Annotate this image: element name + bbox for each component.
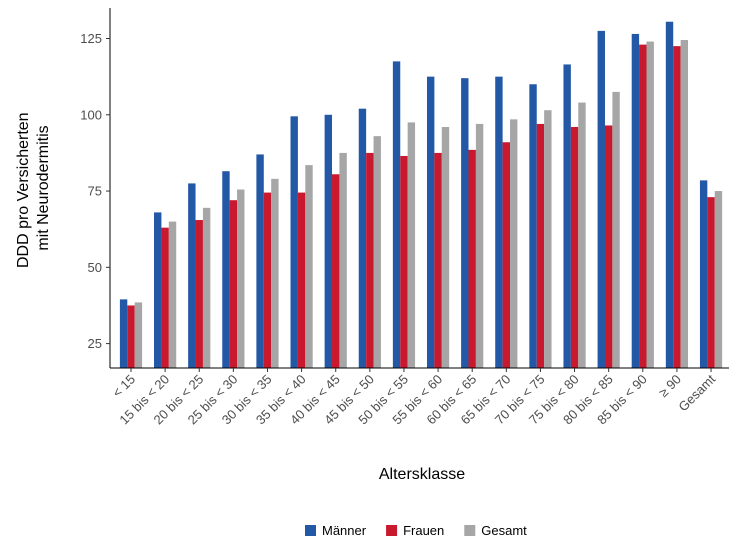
bar-gesamt-17 — [714, 191, 723, 368]
bar-gesamt-12 — [544, 110, 552, 368]
x-tick-label: < 15 — [109, 372, 138, 401]
bar-frauen-10 — [468, 149, 476, 368]
bar-frauen-15 — [639, 44, 647, 369]
bar-frauen-11 — [502, 142, 511, 368]
legend-swatch-1 — [386, 525, 398, 536]
bar-frauen-3 — [229, 200, 238, 368]
bar-männer-11 — [495, 76, 503, 368]
bar-frauen-5 — [297, 192, 306, 368]
bar-gesamt-7 — [373, 136, 381, 368]
legend: Männer Frauen Gesamt — [305, 523, 527, 538]
bar-männer-3 — [222, 171, 230, 368]
bar-frauen-9 — [434, 152, 442, 368]
y-tick-label: 100 — [80, 107, 102, 122]
legend-label-0: Männer — [322, 523, 367, 538]
legend-label-2: Gesamt — [481, 523, 527, 538]
bars-layer — [119, 21, 723, 369]
bar-männer-4 — [256, 154, 264, 368]
bar-männer-16 — [665, 21, 674, 368]
bar-gesamt-6 — [339, 152, 347, 368]
x-axis-title: Altersklasse — [379, 466, 465, 483]
bar-männer-1 — [154, 212, 162, 368]
legend-swatch-2 — [464, 525, 476, 536]
bar-gesamt-1 — [168, 221, 177, 368]
bar-frauen-4 — [263, 192, 272, 368]
bar-frauen-17 — [707, 197, 715, 368]
bar-gesamt-13 — [578, 102, 586, 368]
bar-männer-12 — [529, 84, 537, 369]
bar-gesamt-9 — [441, 126, 450, 368]
bar-gesamt-0 — [134, 302, 143, 368]
y-axis-title-line-1: DDD pro Versicherten — [15, 112, 32, 268]
bar-männer-13 — [563, 64, 571, 368]
bar-frauen-16 — [673, 46, 681, 368]
bar-männer-15 — [631, 33, 640, 369]
y-tick-label: 125 — [80, 31, 102, 46]
bar-männer-9 — [426, 76, 435, 368]
legend-swatch-0 — [305, 525, 316, 536]
bar-gesamt-11 — [510, 119, 518, 368]
bar-frauen-14 — [604, 125, 613, 369]
legend-label-1: Frauen — [403, 523, 444, 538]
bar-gesamt-2 — [202, 207, 211, 368]
bar-frauen-8 — [400, 155, 408, 368]
bar-gesamt-4 — [271, 178, 279, 368]
bar-frauen-0 — [127, 305, 135, 368]
bar-männer-7 — [358, 108, 367, 369]
y-axis-title-line-2: mit Neurodermitis — [35, 125, 52, 250]
bar-gesamt-14 — [612, 91, 620, 369]
y-tick-label: 75 — [88, 184, 102, 199]
y-axis-title: DDD pro Versicherten mit Neurodermitis — [15, 108, 52, 268]
bar-frauen-6 — [332, 174, 340, 368]
y-ticks-layer: 25 50 75 100 125 — [80, 31, 110, 351]
bar-gesamt-10 — [475, 123, 484, 369]
bar-männer-0 — [119, 299, 128, 368]
bar-männer-2 — [188, 183, 196, 368]
bar-männer-10 — [461, 78, 469, 369]
x-tick-label: ≥ 90 — [656, 372, 684, 400]
bar-frauen-1 — [161, 227, 169, 368]
bar-frauen-2 — [195, 220, 203, 368]
y-tick-label: 25 — [88, 336, 102, 351]
bar-männer-8 — [392, 61, 401, 368]
bar-gesamt-3 — [237, 189, 245, 368]
bar-frauen-12 — [536, 123, 545, 369]
bar-frauen-13 — [570, 126, 579, 368]
bar-gesamt-5 — [305, 165, 313, 368]
y-tick-label: 50 — [88, 260, 102, 275]
bar-männer-5 — [290, 116, 298, 368]
x-tick-label: Gesamt — [675, 371, 718, 414]
bar-frauen-7 — [366, 152, 374, 368]
bar-gesamt-16 — [680, 40, 689, 368]
bar-gesamt-8 — [407, 122, 416, 368]
bar-männer-6 — [324, 114, 333, 368]
bar-männer-17 — [699, 180, 708, 368]
bar-männer-14 — [597, 30, 605, 368]
bar-gesamt-15 — [646, 41, 654, 369]
